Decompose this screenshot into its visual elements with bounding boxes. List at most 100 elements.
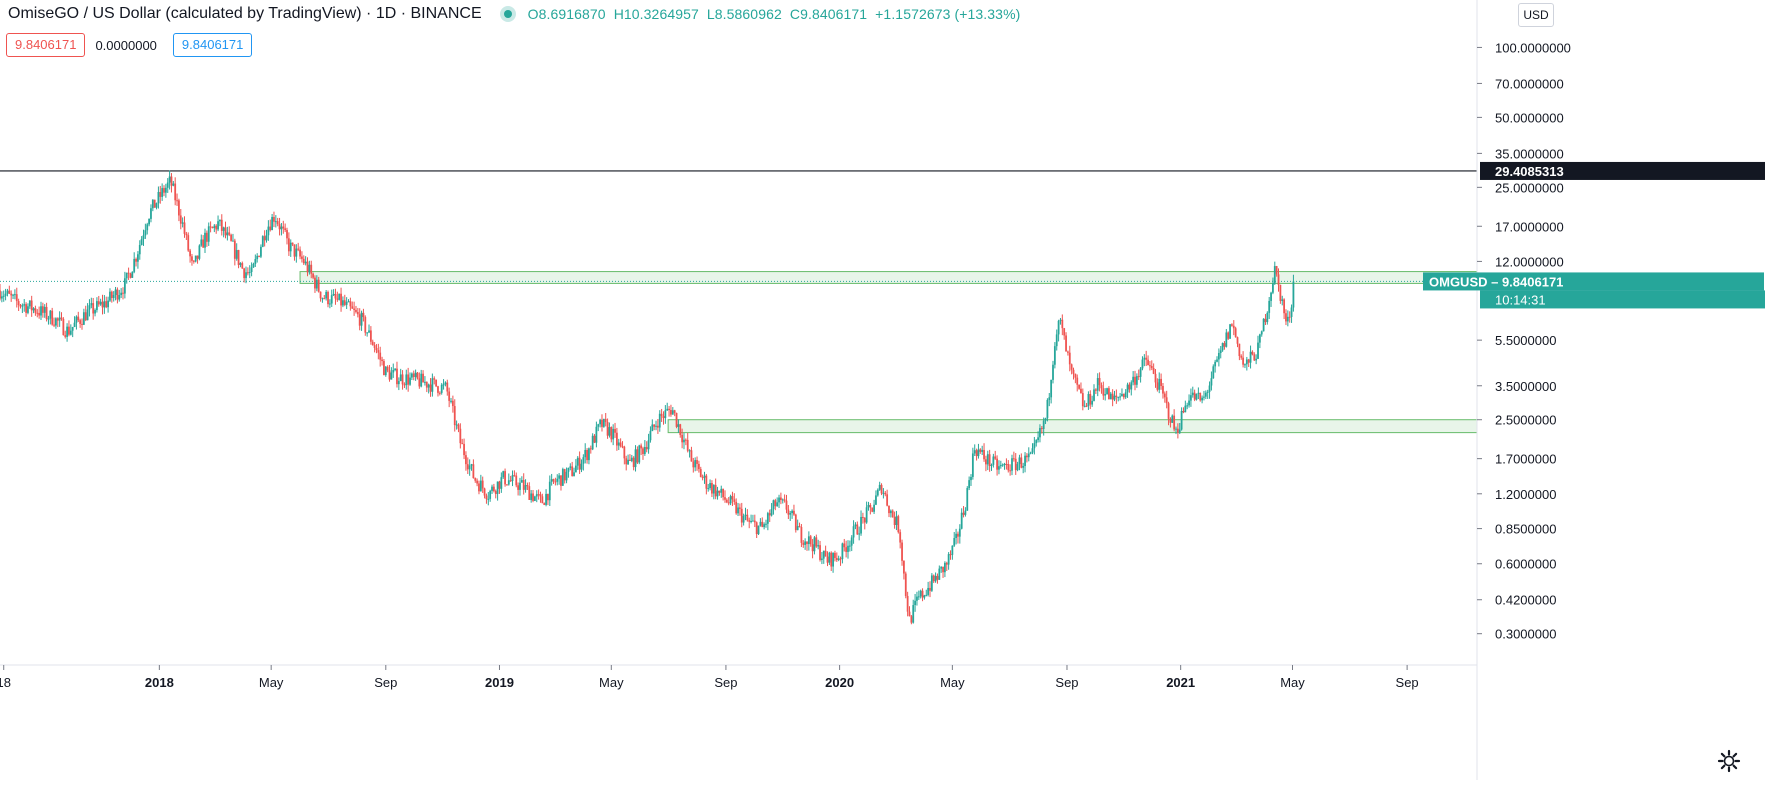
- candle[interactable]: [349, 297, 352, 311]
- candle[interactable]: [690, 446, 693, 462]
- candle[interactable]: [315, 275, 318, 292]
- candle[interactable]: [664, 405, 667, 424]
- candle[interactable]: [459, 423, 462, 449]
- candle[interactable]: [284, 223, 287, 233]
- candle[interactable]: [1201, 395, 1204, 404]
- candle[interactable]: [806, 541, 808, 551]
- candle[interactable]: [647, 433, 650, 454]
- candle[interactable]: [1070, 363, 1073, 375]
- candle[interactable]: [2, 290, 5, 302]
- candle[interactable]: [79, 318, 82, 328]
- candle[interactable]: [819, 540, 821, 562]
- candle[interactable]: [418, 372, 421, 389]
- candle[interactable]: [384, 365, 387, 377]
- candle[interactable]: [1208, 381, 1211, 399]
- candle[interactable]: [847, 540, 849, 559]
- candle[interactable]: [707, 483, 710, 492]
- candle[interactable]: [468, 459, 471, 476]
- candle[interactable]: [789, 510, 792, 521]
- candle[interactable]: [489, 489, 492, 502]
- candle[interactable]: [1281, 295, 1284, 306]
- candle[interactable]: [1225, 329, 1228, 348]
- candle[interactable]: [245, 266, 247, 284]
- candle[interactable]: [1264, 314, 1267, 326]
- candle[interactable]: [800, 524, 803, 548]
- candle[interactable]: [888, 505, 890, 518]
- candle[interactable]: [17, 298, 20, 311]
- candle[interactable]: [595, 421, 598, 448]
- candle[interactable]: [1178, 422, 1181, 435]
- candle[interactable]: [105, 296, 108, 309]
- candle[interactable]: [1039, 424, 1041, 443]
- candle[interactable]: [1167, 401, 1170, 426]
- candle[interactable]: [28, 300, 31, 309]
- candle[interactable]: [8, 285, 11, 295]
- candle[interactable]: [893, 511, 896, 529]
- candle[interactable]: [260, 244, 262, 259]
- candle[interactable]: [1044, 417, 1047, 425]
- candle[interactable]: [401, 370, 404, 390]
- candle[interactable]: [573, 467, 575, 477]
- candle[interactable]: [1089, 390, 1092, 410]
- candle[interactable]: [662, 411, 665, 425]
- candle[interactable]: [30, 295, 33, 317]
- candle[interactable]: [381, 356, 383, 366]
- candle[interactable]: [496, 481, 499, 501]
- candle[interactable]: [166, 178, 169, 193]
- candle[interactable]: [772, 499, 775, 515]
- candle[interactable]: [500, 472, 503, 493]
- candle[interactable]: [774, 498, 777, 511]
- candle[interactable]: [1074, 373, 1077, 384]
- candle[interactable]: [110, 290, 113, 303]
- candle[interactable]: [535, 490, 538, 503]
- candle[interactable]: [213, 224, 216, 233]
- candle[interactable]: [949, 550, 952, 560]
- currency-badge[interactable]: USD: [1518, 3, 1554, 27]
- candle[interactable]: [388, 364, 391, 382]
- candle[interactable]: [135, 257, 137, 267]
- candle[interactable]: [904, 571, 907, 599]
- candle[interactable]: [302, 255, 305, 266]
- candle[interactable]: [571, 461, 574, 477]
- candle[interactable]: [714, 478, 717, 500]
- candle[interactable]: [569, 463, 572, 471]
- candle[interactable]: [977, 443, 980, 459]
- candle[interactable]: [1033, 436, 1036, 455]
- candle[interactable]: [960, 508, 963, 530]
- candle[interactable]: [968, 476, 971, 491]
- candle[interactable]: [414, 369, 417, 381]
- candle[interactable]: [1245, 356, 1248, 371]
- candle[interactable]: [314, 275, 316, 293]
- candle[interactable]: [858, 526, 861, 541]
- candle[interactable]: [642, 446, 644, 460]
- candle[interactable]: [1093, 384, 1095, 402]
- candle[interactable]: [561, 467, 564, 486]
- candle[interactable]: [142, 229, 145, 246]
- candle[interactable]: [520, 476, 523, 483]
- candle[interactable]: [515, 472, 518, 488]
- candle[interactable]: [1221, 342, 1224, 352]
- candle[interactable]: [1147, 355, 1149, 366]
- candle[interactable]: [1065, 332, 1067, 352]
- candle[interactable]: [711, 480, 713, 498]
- candle[interactable]: [107, 296, 109, 313]
- candle[interactable]: [558, 473, 561, 485]
- candle[interactable]: [634, 445, 637, 472]
- candle[interactable]: [422, 370, 424, 383]
- candle[interactable]: [192, 260, 195, 264]
- candle[interactable]: [655, 420, 657, 431]
- candle[interactable]: [453, 399, 456, 432]
- candle[interactable]: [817, 539, 820, 550]
- candle[interactable]: [75, 315, 78, 330]
- candle[interactable]: [114, 286, 117, 301]
- candle[interactable]: [276, 217, 279, 227]
- candle[interactable]: [38, 306, 41, 319]
- candle[interactable]: [589, 445, 592, 454]
- candle[interactable]: [304, 256, 307, 266]
- candle[interactable]: [109, 288, 111, 302]
- candle[interactable]: [550, 473, 553, 486]
- candle[interactable]: [724, 490, 726, 503]
- candle[interactable]: [658, 410, 661, 432]
- candle[interactable]: [1011, 454, 1013, 476]
- candle[interactable]: [604, 412, 607, 427]
